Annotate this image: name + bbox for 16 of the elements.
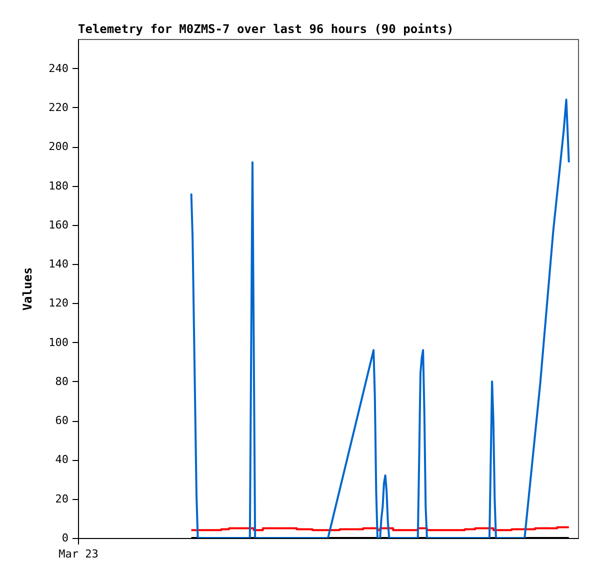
y-tick-label: 140 — [48, 258, 68, 271]
y-tick-label: 20 — [55, 492, 68, 506]
y-tick-label: 160 — [48, 218, 68, 232]
y-tick-label: 0 — [62, 532, 68, 544]
y-axis-title: Values — [20, 267, 35, 311]
y-tick-label: 180 — [48, 179, 68, 192]
y-tick-label: 40 — [55, 453, 68, 466]
y-tick-label: 80 — [55, 374, 68, 388]
x-tick-label: Mar 23 — [58, 548, 98, 560]
y-tick-label: 120 — [48, 296, 68, 310]
chart-title: Telemetry for M0ZMS-7 over last 96 hours (90 points) — [78, 22, 454, 36]
y-tick-label: 60 — [55, 414, 68, 428]
y-tick-label: 100 — [48, 336, 68, 349]
y-tick-label: 200 — [48, 140, 68, 154]
y-tick-label: 240 — [48, 62, 68, 75]
y-tick-label: 220 — [48, 100, 68, 114]
